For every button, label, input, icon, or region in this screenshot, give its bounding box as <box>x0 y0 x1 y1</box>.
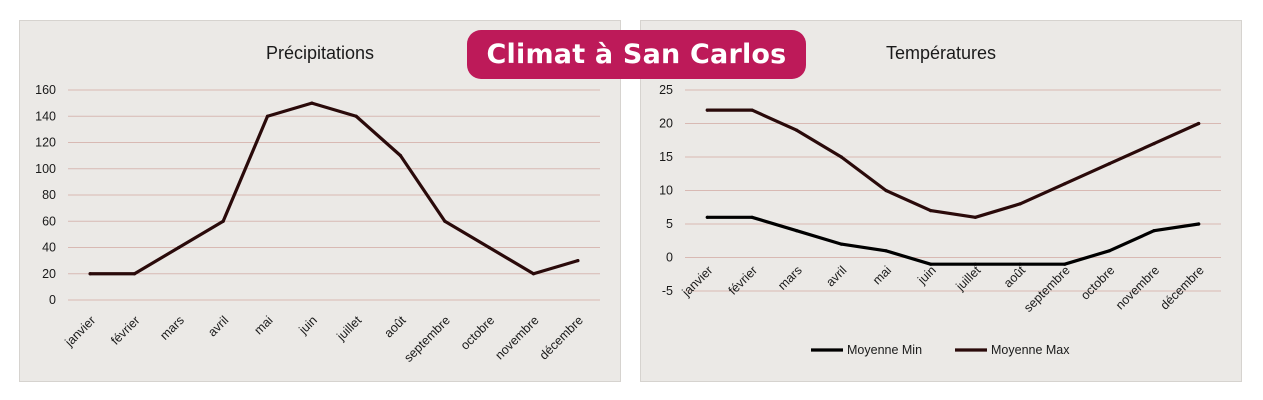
x-tick-label: janvier <box>62 313 99 350</box>
x-tick-label: décembre <box>537 313 586 362</box>
data-point <box>1063 262 1067 266</box>
data-point <box>88 272 92 276</box>
data-point <box>705 108 709 112</box>
data-point <box>487 245 491 250</box>
x-tick-label: février <box>726 263 760 297</box>
x-tick-label: août <box>382 313 409 340</box>
data-point <box>839 242 843 246</box>
data-point <box>839 155 843 159</box>
data-point <box>132 272 137 276</box>
x-tick-label: avril <box>823 263 849 289</box>
data-point <box>1107 162 1111 166</box>
y-tick-label: 20 <box>42 267 56 281</box>
x-tick-label: mars <box>157 313 187 343</box>
data-point <box>221 219 225 223</box>
y-tick-label: 100 <box>35 162 56 176</box>
data-point <box>443 219 447 223</box>
x-tick-label: juin <box>914 263 938 287</box>
chart-title: Précipitations <box>266 43 374 63</box>
series-line <box>88 101 580 276</box>
data-point <box>1152 229 1156 233</box>
data-point <box>929 209 933 213</box>
data-point <box>310 101 314 105</box>
data-point <box>973 215 977 219</box>
x-tick-label: septembre <box>401 313 453 365</box>
legend-item: Moyenne Max <box>955 343 1070 357</box>
y-tick-label: 80 <box>42 188 56 202</box>
data-point <box>265 114 270 118</box>
x-tick-label: octobre <box>458 313 497 352</box>
y-tick-label: -5 <box>662 284 673 298</box>
x-tick-label: juillet <box>953 263 984 294</box>
data-point <box>1018 202 1022 206</box>
x-tick-label: mars <box>775 263 805 293</box>
x-tick-label: septembre <box>1021 263 1073 315</box>
legend-item: Moyenne Min <box>811 343 922 357</box>
x-tick-label: octobre <box>1078 263 1117 302</box>
y-tick-label: 20 <box>659 117 673 131</box>
data-point <box>929 262 933 266</box>
data-point <box>795 128 799 132</box>
y-tick-label: 140 <box>35 109 56 123</box>
data-point <box>1107 249 1111 253</box>
temperature-chart-panel: Températures -5 0 5 10 15 20 25 janvier février ma… <box>640 20 1242 382</box>
x-tick-label: janvier <box>679 263 716 300</box>
legend-label: Moyenne Min <box>847 343 922 357</box>
y-tick-label: 120 <box>35 136 56 150</box>
x-tick-label: mai <box>870 263 894 287</box>
data-point <box>884 249 888 253</box>
y-tick-label: 10 <box>659 184 673 198</box>
data-point <box>750 215 754 219</box>
data-point <box>795 229 799 233</box>
x-tick-label: juin <box>296 313 320 337</box>
precipitation-chart: Précipitations 0 20 40 60 80 100 120 140 160 janvi… <box>35 43 600 365</box>
data-point <box>973 262 977 266</box>
data-point <box>1063 182 1067 186</box>
data-point <box>1018 262 1022 266</box>
y-tick-label: 25 <box>659 83 673 97</box>
data-point <box>354 114 358 118</box>
data-point <box>1197 121 1201 126</box>
data-point <box>1152 142 1156 146</box>
data-point <box>177 245 181 250</box>
x-tick-label: juillet <box>334 313 365 344</box>
y-tick-label: 5 <box>666 217 673 231</box>
x-tick-label: février <box>108 313 142 347</box>
page-banner-title: Climat à San Carlos <box>467 30 806 79</box>
precipitation-chart-panel: Précipitations 0 20 40 60 80 100 120 140 160 janvi… <box>19 20 621 382</box>
data-point <box>398 154 403 158</box>
data-point <box>576 259 580 263</box>
y-tick-label: 0 <box>666 251 673 265</box>
series-line <box>705 215 1201 266</box>
x-tick-label: décembre <box>1158 263 1207 312</box>
y-tick-label: 60 <box>42 214 56 228</box>
chart-title: Températures <box>886 43 996 63</box>
y-tick-label: 40 <box>42 241 56 255</box>
x-tick-label: novembre <box>492 313 541 362</box>
y-tick-label: 0 <box>49 293 56 307</box>
data-point <box>1197 222 1201 226</box>
x-tick-label: août <box>1001 263 1028 290</box>
y-tick-label: 160 <box>35 83 56 97</box>
series-line <box>705 108 1201 219</box>
data-point <box>705 215 709 219</box>
y-tick-label: 15 <box>659 150 673 164</box>
data-point <box>531 272 536 276</box>
legend-label: Moyenne Max <box>991 343 1070 357</box>
data-point <box>750 108 754 112</box>
x-tick-label: novembre <box>1113 263 1162 312</box>
temperature-chart: Températures -5 0 5 10 15 20 25 janvier février ma… <box>659 43 1221 357</box>
x-tick-label: avril <box>205 313 231 339</box>
x-tick-label: mai <box>251 313 275 337</box>
data-point <box>884 188 888 193</box>
